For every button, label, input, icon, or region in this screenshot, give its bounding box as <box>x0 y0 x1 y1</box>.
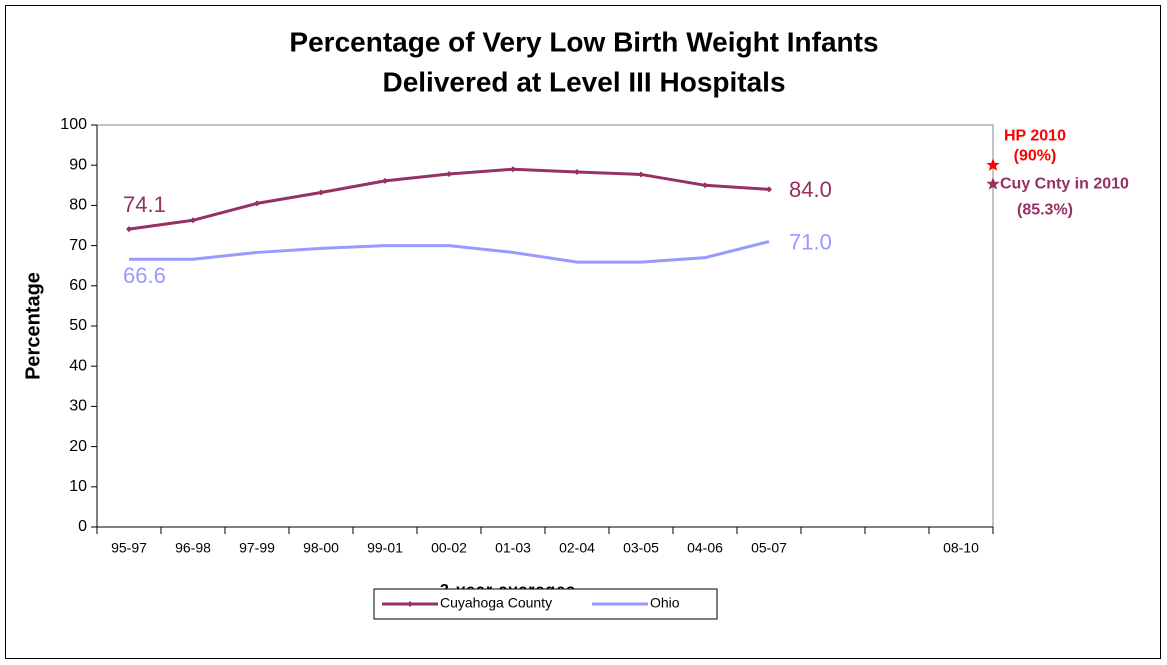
series-line <box>129 240 770 264</box>
annotation-label: (90%) <box>1014 147 1057 164</box>
point <box>254 200 260 207</box>
data-label: 71.0 <box>789 229 832 254</box>
y-axis-label: Percentage <box>22 272 44 380</box>
y-tick-label: 80 <box>69 197 87 214</box>
y-tick-label: 10 <box>69 478 87 495</box>
chart-title: Percentage of Very Low Birth Weight Infa… <box>289 26 878 57</box>
annotation-label: HP 2010 <box>1004 127 1066 144</box>
legend-marker <box>407 601 413 607</box>
point <box>126 226 132 233</box>
data-label: 84.0 <box>789 177 832 202</box>
point <box>190 217 196 224</box>
annotation-star <box>986 177 1000 190</box>
x-tick-label: 02-04 <box>559 540 595 556</box>
legend-label: Ohio <box>650 595 680 611</box>
point <box>446 171 452 178</box>
point <box>510 166 516 173</box>
x-tick-label: 97-99 <box>239 540 275 556</box>
annotation-star <box>986 158 1000 171</box>
y-tick-label: 30 <box>69 398 87 415</box>
y-tick-label: 20 <box>69 438 87 455</box>
data-label: 66.6 <box>123 263 166 288</box>
point <box>574 169 580 176</box>
legend-label: Cuyahoga County <box>440 595 552 611</box>
chart-title: Delivered at Level III Hospitals <box>382 66 785 97</box>
x-tick-label: 95-97 <box>111 540 147 556</box>
y-tick-label: 60 <box>69 277 87 294</box>
y-tick-label: 50 <box>69 317 87 334</box>
y-tick-label: 90 <box>69 156 87 173</box>
x-tick-label: 03-05 <box>623 540 659 556</box>
y-tick-label: 100 <box>60 116 87 133</box>
y-tick-label: 40 <box>69 357 87 374</box>
x-tick-label: 99-01 <box>367 540 403 556</box>
point <box>382 177 388 184</box>
chart-frame <box>5 5 1161 659</box>
point <box>702 182 708 189</box>
point <box>638 171 644 178</box>
data-label: 74.1 <box>123 192 166 217</box>
x-tick-label: 00-02 <box>431 540 467 556</box>
point <box>766 186 772 193</box>
x-tick-label: 98-00 <box>303 540 339 556</box>
x-tick-label: 01-03 <box>495 540 531 556</box>
y-tick-label: 0 <box>78 518 87 535</box>
annotation-label: (85.3%) <box>1017 201 1073 218</box>
annotation-label: Cuy Cnty in 2010 <box>1000 175 1129 192</box>
x-tick-label: 05-07 <box>751 540 787 556</box>
x-tick-label: 04-06 <box>687 540 723 556</box>
x-tick-label: 08-10 <box>943 540 979 556</box>
x-tick-label: 96-98 <box>175 540 211 556</box>
y-tick-label: 70 <box>69 237 87 254</box>
point <box>318 189 324 196</box>
